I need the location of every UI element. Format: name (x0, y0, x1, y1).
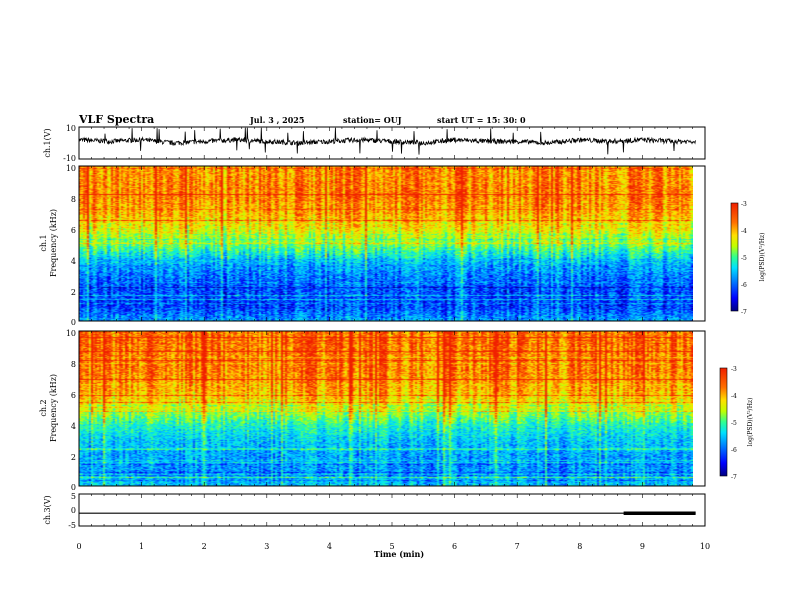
ch3-ytick-bottom: -5 (68, 521, 76, 530)
ch2-cbar-tick-m4: -4 (731, 393, 737, 400)
x-tick-label: 5 (389, 542, 394, 551)
ch1-spectrogram-ylabel: ch.1Frequency (kHz) (39, 209, 58, 277)
ch1-cbar-tick-m7: -7 (741, 309, 747, 316)
ch1-spectrogram-ticks (78, 166, 706, 321)
ch2-cbar-tick-m3: -3 (731, 366, 737, 373)
ch2-spectrogram-panel: 10 8 6 4 2 0 ch.2Frequency (kHz) -3 -4 -… (39, 329, 754, 492)
ch3-ytick-top: 5 (71, 492, 76, 501)
ch2-spectrogram-ticks (78, 331, 706, 486)
ch1-freq-tick-4: 4 (71, 257, 76, 266)
ch3-waveform-frame (78, 493, 706, 527)
x-tick-label: 7 (515, 542, 520, 551)
x-tick-label: 2 (202, 542, 207, 551)
ch3-ylabel: ch.3(V) (43, 495, 52, 524)
ch2-colorbar-label: log(PSD)(V²/Hz) (747, 398, 754, 447)
x-tick-label: 6 (452, 542, 457, 551)
ch1-ytick-bottom: -10 (63, 154, 76, 163)
ch2-cbar-tick-m7: -7 (731, 474, 737, 481)
ch1-ylabel: ch.1(V) (43, 128, 52, 157)
x-axis-tick-labels: 0 1 2 3 4 5 6 7 8 9 10 (76, 542, 710, 551)
ch2-freq-tick-6: 6 (71, 391, 76, 400)
x-tick-label: 9 (640, 542, 645, 551)
ch2-spectrogram-image (79, 331, 693, 486)
ch3-ytick-mid: 0 (71, 506, 76, 515)
ch1-cbar-tick-m5: -5 (741, 255, 747, 262)
station-label: station= OUJ (343, 115, 402, 125)
ch1-cbar-tick-m3: -3 (741, 201, 747, 208)
ch1-ytick-top: 10 (66, 124, 76, 133)
ch1-freq-tick-0: 0 (71, 318, 76, 327)
ch1-cbar-tick-m6: -6 (741, 282, 747, 289)
x-tick-label: 1 (139, 542, 144, 551)
ch1-freq-tick-8: 8 (71, 195, 76, 204)
ch2-freq-tick-4: 4 (71, 422, 76, 431)
ch3-waveform-ticks (78, 494, 706, 526)
x-tick-label: 4 (327, 542, 332, 551)
ch1-waveform-trace (78, 127, 696, 155)
date-label: Jul. 3 , 2025 (249, 115, 304, 125)
ch2-cbar-tick-m5: -5 (731, 420, 737, 427)
ch1-waveform-panel: 10 -10 ch.1(V) (43, 124, 706, 163)
x-tick-label: 8 (577, 542, 582, 551)
figure-title: VLF Spectra (78, 113, 154, 126)
ch1-freq-tick-10: 10 (66, 164, 76, 173)
ch1-spectrogram-panel: 10 8 6 4 2 0 ch.1Frequency (kHz) -3 -4 -… (39, 164, 766, 327)
ch2-freq-tick-8: 8 (71, 360, 76, 369)
x-tick-label: 3 (264, 542, 269, 551)
ch2-cbar-tick-m6: -6 (731, 447, 737, 454)
ch1-freq-tick-2: 2 (71, 288, 76, 297)
ch2-freq-tick-10: 10 (66, 329, 76, 338)
ch1-spectrogram-image (79, 166, 693, 321)
ch2-spectrogram-ylabel: ch.2Frequency (kHz) (39, 374, 58, 442)
ch1-freq-tick-6: 6 (71, 226, 76, 235)
ch2-freq-tick-2: 2 (71, 453, 76, 462)
start-time-label: start UT = 15: 30: 0 (437, 115, 526, 125)
ch3-waveform-panel: 5 0 -5 ch.3(V) (43, 492, 706, 530)
ch1-colorbar (730, 202, 739, 312)
ch1-cbar-tick-m4: -4 (741, 228, 747, 235)
ch1-colorbar-label: log(PSD)(V²/Hz) (759, 233, 766, 282)
ch2-colorbar (719, 367, 728, 477)
ch1-waveform-ticks (78, 127, 706, 159)
ch2-freq-tick-0: 0 (71, 483, 76, 492)
x-tick-label: 0 (76, 542, 81, 551)
x-axis-label: Time (min) (374, 549, 424, 559)
x-tick-label: 10 (700, 542, 710, 551)
